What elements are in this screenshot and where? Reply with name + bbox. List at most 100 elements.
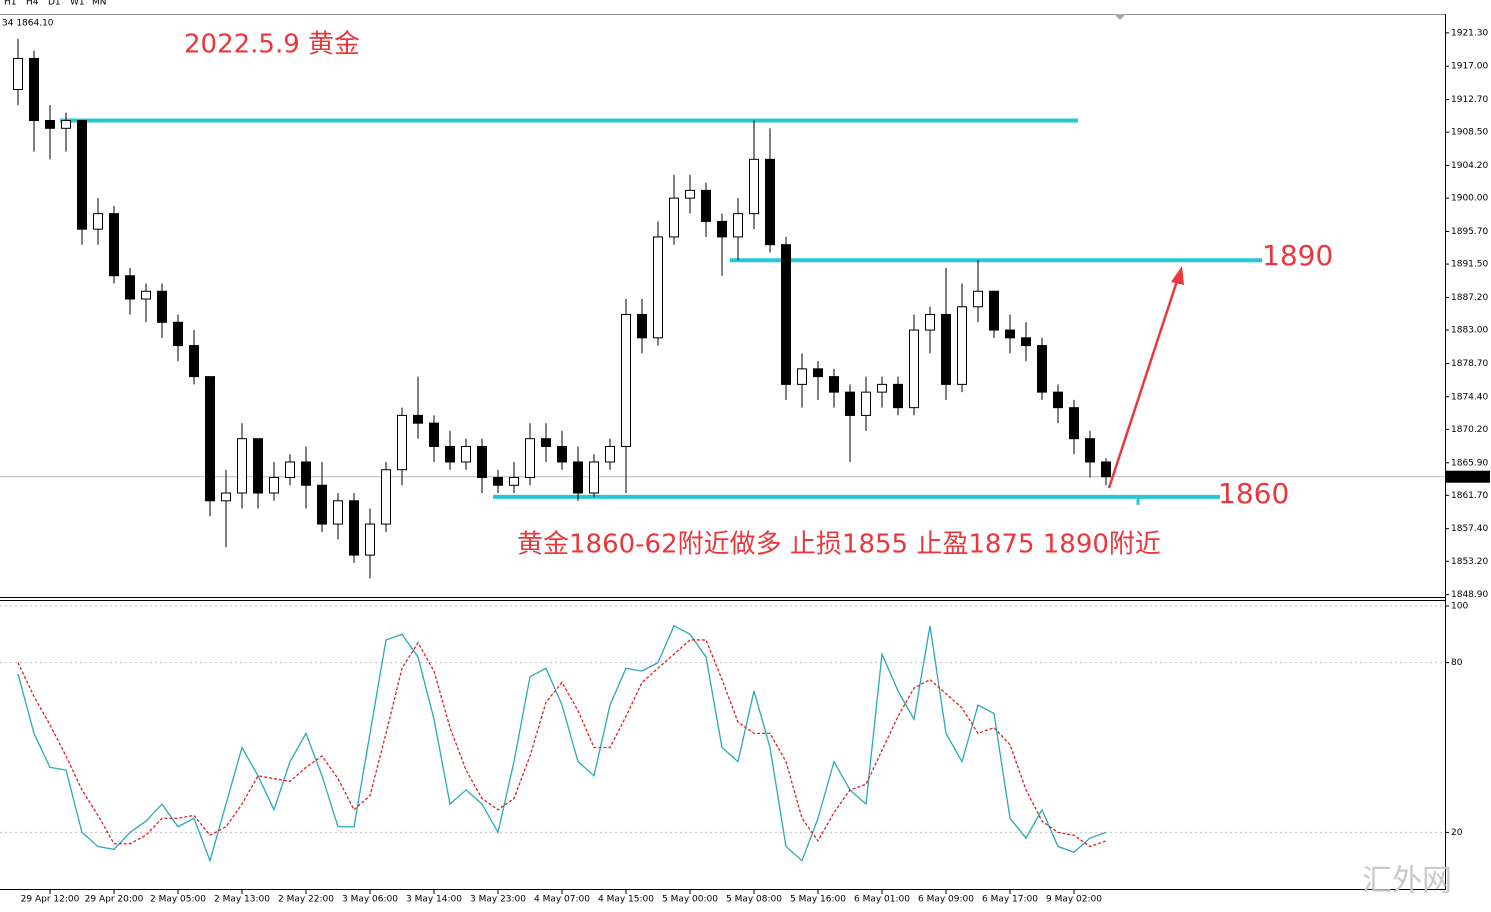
candle-body bbox=[13, 57, 23, 90]
candle-body bbox=[893, 383, 903, 409]
candle-body bbox=[333, 500, 343, 525]
candle-body bbox=[141, 290, 151, 300]
toolbar-item: MN bbox=[92, 0, 107, 8]
arrow-head bbox=[1171, 266, 1184, 285]
candle-body bbox=[205, 376, 215, 502]
candle-body bbox=[1053, 391, 1063, 409]
y-tick-label: 1895.70 bbox=[1451, 227, 1488, 237]
y-tick-label: 1917.00 bbox=[1451, 62, 1488, 72]
candle-body bbox=[1037, 345, 1047, 393]
candle-body bbox=[989, 290, 999, 331]
y-tick-label: 1861.70 bbox=[1451, 491, 1488, 501]
y-tick-label: 1848.90 bbox=[1451, 590, 1488, 600]
candle-body bbox=[45, 120, 55, 129]
candle-body bbox=[493, 476, 503, 486]
plot: 1921.30 1917.00 1912.70 1908.50 1904.20 1900.… bbox=[0, 28, 1490, 905]
candle-body bbox=[93, 213, 103, 230]
y-tick-label: 20 bbox=[1451, 828, 1463, 838]
candle-body bbox=[973, 290, 983, 308]
candle-body bbox=[957, 306, 967, 385]
x-tick-label: 6 May 01:00 bbox=[854, 895, 910, 905]
toolbar-item: H4 bbox=[26, 0, 39, 8]
candle-body bbox=[557, 445, 567, 463]
candle-body bbox=[1005, 329, 1015, 339]
candle-body bbox=[269, 476, 279, 494]
candle-body bbox=[909, 329, 919, 409]
candle-body bbox=[29, 57, 39, 122]
x-tick-label: 5 May 08:00 bbox=[726, 895, 782, 905]
x-tick-label: 29 Apr 20:00 bbox=[85, 895, 144, 905]
candle-body bbox=[1085, 438, 1095, 463]
y-tick-label: 1912.70 bbox=[1451, 95, 1488, 105]
info-text: 34 1864.10 bbox=[2, 19, 54, 29]
y-tick-label: 1857.40 bbox=[1451, 524, 1488, 534]
y-tick-label: 1853.20 bbox=[1451, 557, 1488, 567]
x-tick-label: 4 May 07:00 bbox=[534, 895, 590, 905]
candle-body bbox=[621, 314, 631, 447]
y-tick-label: 1900.00 bbox=[1451, 194, 1488, 204]
annotation: 黄金1860-62附近做多 止损1855 止盈1875 1890附近 bbox=[517, 530, 1161, 560]
x-tick-label: 6 May 17:00 bbox=[982, 895, 1038, 905]
candle-body bbox=[765, 158, 775, 246]
candle-body bbox=[717, 220, 727, 238]
candle-body bbox=[77, 120, 87, 230]
candle-body bbox=[365, 523, 375, 556]
y-tick-label: 1887.20 bbox=[1451, 293, 1488, 303]
candle-body bbox=[605, 445, 615, 463]
x-tick-label: 2 May 05:00 bbox=[150, 895, 206, 905]
candle-body bbox=[669, 197, 679, 238]
stochastic-line bbox=[17, 624, 1107, 863]
candle-body bbox=[573, 461, 583, 494]
candle-body bbox=[157, 290, 167, 323]
watermark: 汇外网 bbox=[1362, 864, 1452, 899]
x-tick-label: 5 May 00:00 bbox=[662, 895, 718, 905]
candle-body bbox=[413, 414, 423, 424]
candle-body bbox=[429, 422, 439, 447]
candle-body bbox=[253, 438, 263, 494]
candle-body bbox=[125, 275, 135, 300]
x-tick-label: 5 May 16:00 bbox=[790, 895, 846, 905]
toolbar-item: D1 bbox=[48, 0, 61, 8]
stochastic-line bbox=[17, 639, 1107, 848]
candle-body bbox=[1069, 407, 1079, 440]
candle-body bbox=[445, 445, 455, 463]
y-tick-label: 100 bbox=[1451, 602, 1468, 612]
x-tick-label: 3 May 14:00 bbox=[406, 895, 462, 905]
shift-marker bbox=[1114, 14, 1126, 20]
candle-body bbox=[509, 476, 519, 486]
y-tick-label: 1921.30 bbox=[1451, 28, 1488, 38]
y-tick-label: 1891.50 bbox=[1451, 260, 1488, 270]
candle-body bbox=[733, 213, 743, 238]
candle-body bbox=[749, 158, 759, 215]
x-tick-label: 6 May 09:00 bbox=[918, 895, 974, 905]
arrow-shaft bbox=[1107, 277, 1180, 489]
candle-body bbox=[861, 391, 871, 416]
y-tick-label: 80 bbox=[1451, 658, 1463, 668]
toolbar-item: H1 bbox=[4, 0, 17, 8]
candle-body bbox=[237, 438, 247, 494]
candle-body bbox=[173, 321, 183, 347]
annotation: 1860 bbox=[1218, 477, 1289, 510]
candle-body bbox=[221, 492, 231, 502]
candle-body bbox=[301, 461, 311, 486]
candle-body bbox=[781, 244, 791, 385]
last-price-label: 1864.10 bbox=[1449, 472, 1486, 482]
candle-body bbox=[349, 500, 359, 556]
candle-body bbox=[189, 345, 199, 378]
candle-body bbox=[541, 438, 551, 447]
candle-body bbox=[397, 414, 407, 471]
y-tick-label: 1865.90 bbox=[1451, 458, 1488, 468]
candle-body bbox=[1101, 461, 1111, 478]
x-tick-label: 3 May 23:00 bbox=[470, 895, 526, 905]
candle-body bbox=[925, 314, 935, 331]
x-tick-label: 9 May 02:00 bbox=[1046, 895, 1102, 905]
candle-body bbox=[317, 484, 327, 525]
candle-body bbox=[109, 213, 119, 277]
y-tick-label: 1878.70 bbox=[1451, 359, 1488, 369]
candle-body bbox=[525, 438, 535, 478]
candle-body bbox=[797, 368, 807, 385]
candle-body bbox=[637, 314, 647, 339]
candle-body bbox=[685, 189, 695, 199]
